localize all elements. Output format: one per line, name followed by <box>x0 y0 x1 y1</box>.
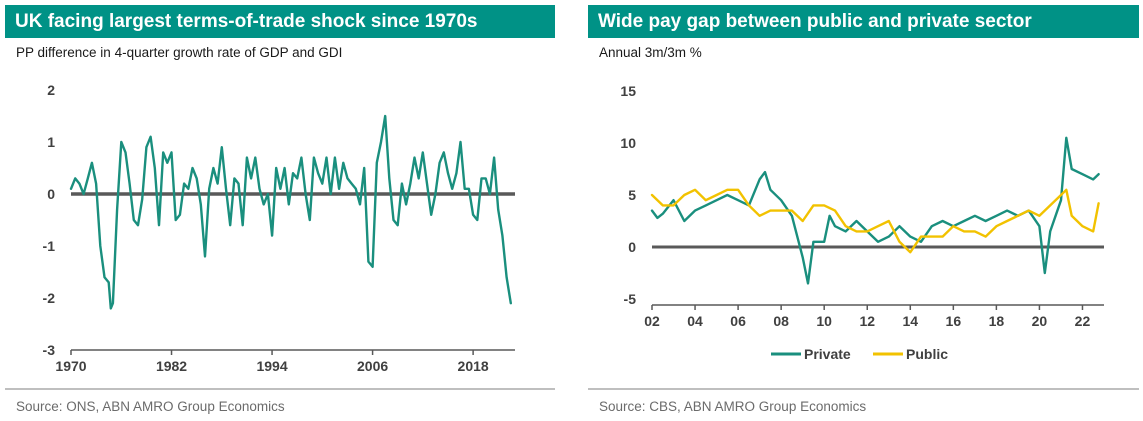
source-note: Source: ONS, ABN AMRO Group Economics <box>16 399 285 414</box>
chart-title: Wide pay gap between public and private … <box>588 5 1139 38</box>
series-line-gdp-gdi-difference <box>69 114 512 310</box>
line-chart-wage-growth: 15 10 5 0 -5 02 04 06 08 10 12 14 16 18 20 22 Private Pub… <box>620 83 1104 362</box>
chart-subtitle: PP difference in 4-quarter growth rate o… <box>16 45 343 60</box>
y-tick-label: -5 <box>624 291 637 307</box>
y-tick-label: -1 <box>43 238 56 254</box>
x-tick-label: 2006 <box>357 358 388 374</box>
x-tick-label: 08 <box>773 313 789 329</box>
x-tick-label: 1994 <box>256 358 287 374</box>
x-tick-label: 02 <box>644 313 660 329</box>
chart-title: UK facing largest terms-of-trade shock s… <box>5 5 555 38</box>
x-tick-label: 1970 <box>55 358 86 374</box>
y-tick-label: 0 <box>47 186 55 202</box>
series-line-private <box>650 136 1100 285</box>
source-note: Source: CBS, ABN AMRO Group Economics <box>599 399 867 414</box>
x-tick-label: 20 <box>1032 313 1048 329</box>
x-tick-label: 12 <box>859 313 875 329</box>
x-tick-label: 14 <box>902 313 918 329</box>
x-tick-label: 18 <box>989 313 1005 329</box>
y-tick-label: -3 <box>43 342 56 358</box>
y-tick-label: 1 <box>47 134 55 150</box>
chart-subtitle: Annual 3m/3m % <box>599 45 702 60</box>
y-tick-label: 0 <box>628 239 636 255</box>
x-tick-label: 2018 <box>458 358 489 374</box>
chart-panel-pay-gap: Wide pay gap between public and private … <box>588 5 1139 421</box>
x-tick-label: 06 <box>730 313 746 329</box>
divider <box>588 388 1139 390</box>
y-tick-label: 10 <box>620 135 636 151</box>
x-tick-label: 1982 <box>156 358 187 374</box>
x-tick-label: 22 <box>1075 313 1091 329</box>
x-tick-label: 16 <box>946 313 962 329</box>
chart-panel-terms-of-trade: UK facing largest terms-of-trade shock s… <box>5 5 555 421</box>
y-tick-label: 2 <box>47 82 55 98</box>
series-line-public <box>650 188 1100 254</box>
x-tick-label: 10 <box>816 313 832 329</box>
y-tick-label: 5 <box>628 187 636 203</box>
divider <box>5 388 555 390</box>
legend-label: Private <box>804 346 851 362</box>
y-tick-label: -2 <box>43 290 56 306</box>
legend-label: Public <box>906 346 948 362</box>
x-tick-label: 04 <box>687 313 703 329</box>
y-tick-label: 15 <box>620 83 636 99</box>
